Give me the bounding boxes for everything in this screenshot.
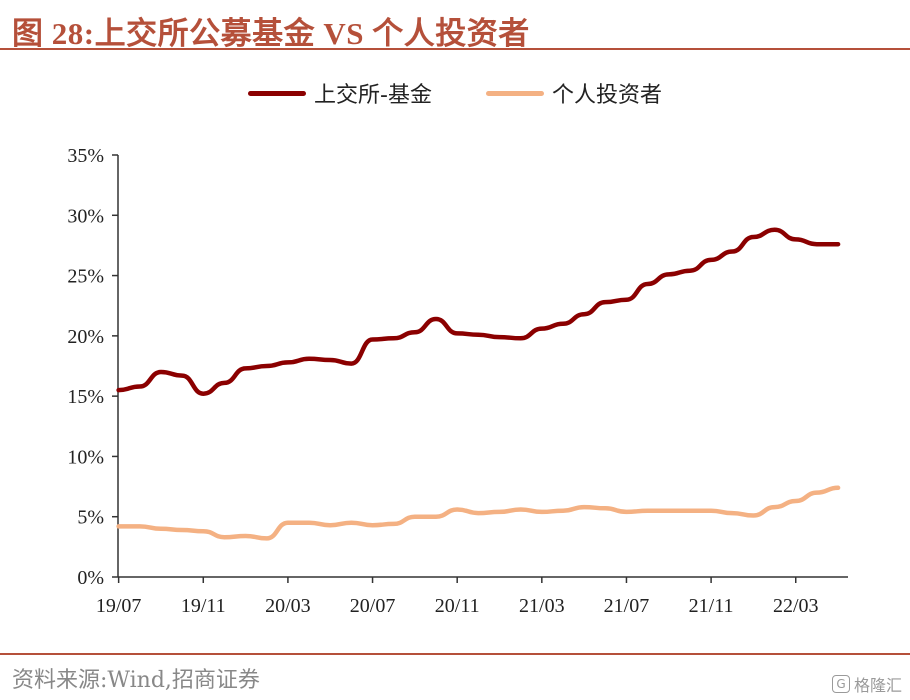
x-tick-label: 21/11 [689,595,734,617]
source-note: 资料来源:Wind,招商证券 [12,668,260,693]
watermark: G 格隆汇 [831,672,902,696]
watermark-text: 格隆汇 [853,676,902,695]
y-tick-label: 20% [67,326,104,348]
legend-item-individual: 个人投资者 [486,78,662,108]
y-tick-label: 0% [77,567,104,589]
series-line-fund [116,227,841,396]
legend-label-fund: 上交所-基金 [314,83,432,108]
y-tick-label: 25% [67,266,104,288]
y-tick-label: 10% [67,446,104,468]
x-tick-label: 20/11 [435,595,480,617]
logo-icon: G [831,675,850,693]
legend-swatch-individual [486,90,544,96]
legend-item-fund: 上交所-基金 [248,78,432,108]
source-divider [0,653,910,655]
y-tick-label: 5% [77,507,104,529]
page-title: 图 28:上交所公募基金 VS 个人投资者 [12,16,530,51]
legend-label-individual: 个人投资者 [552,83,663,108]
y-tick-label: 15% [67,386,104,408]
y-tick-label: 30% [67,205,104,227]
x-tick-label: 20/07 [350,595,396,617]
title-divider [0,48,910,50]
x-tick-label: 19/07 [96,595,142,617]
series-line-individual [116,485,841,541]
chart-legend: 上交所-基金 个人投资者 [0,78,910,108]
x-tick-label: 22/03 [773,595,819,617]
legend-swatch-fund [248,90,306,96]
x-tick-label: 21/07 [604,595,650,617]
x-tick-label: 19/11 [181,595,226,617]
x-tick-label: 20/03 [265,595,311,617]
y-tick-label: 35% [67,145,104,167]
x-tick-label: 21/03 [519,595,565,617]
